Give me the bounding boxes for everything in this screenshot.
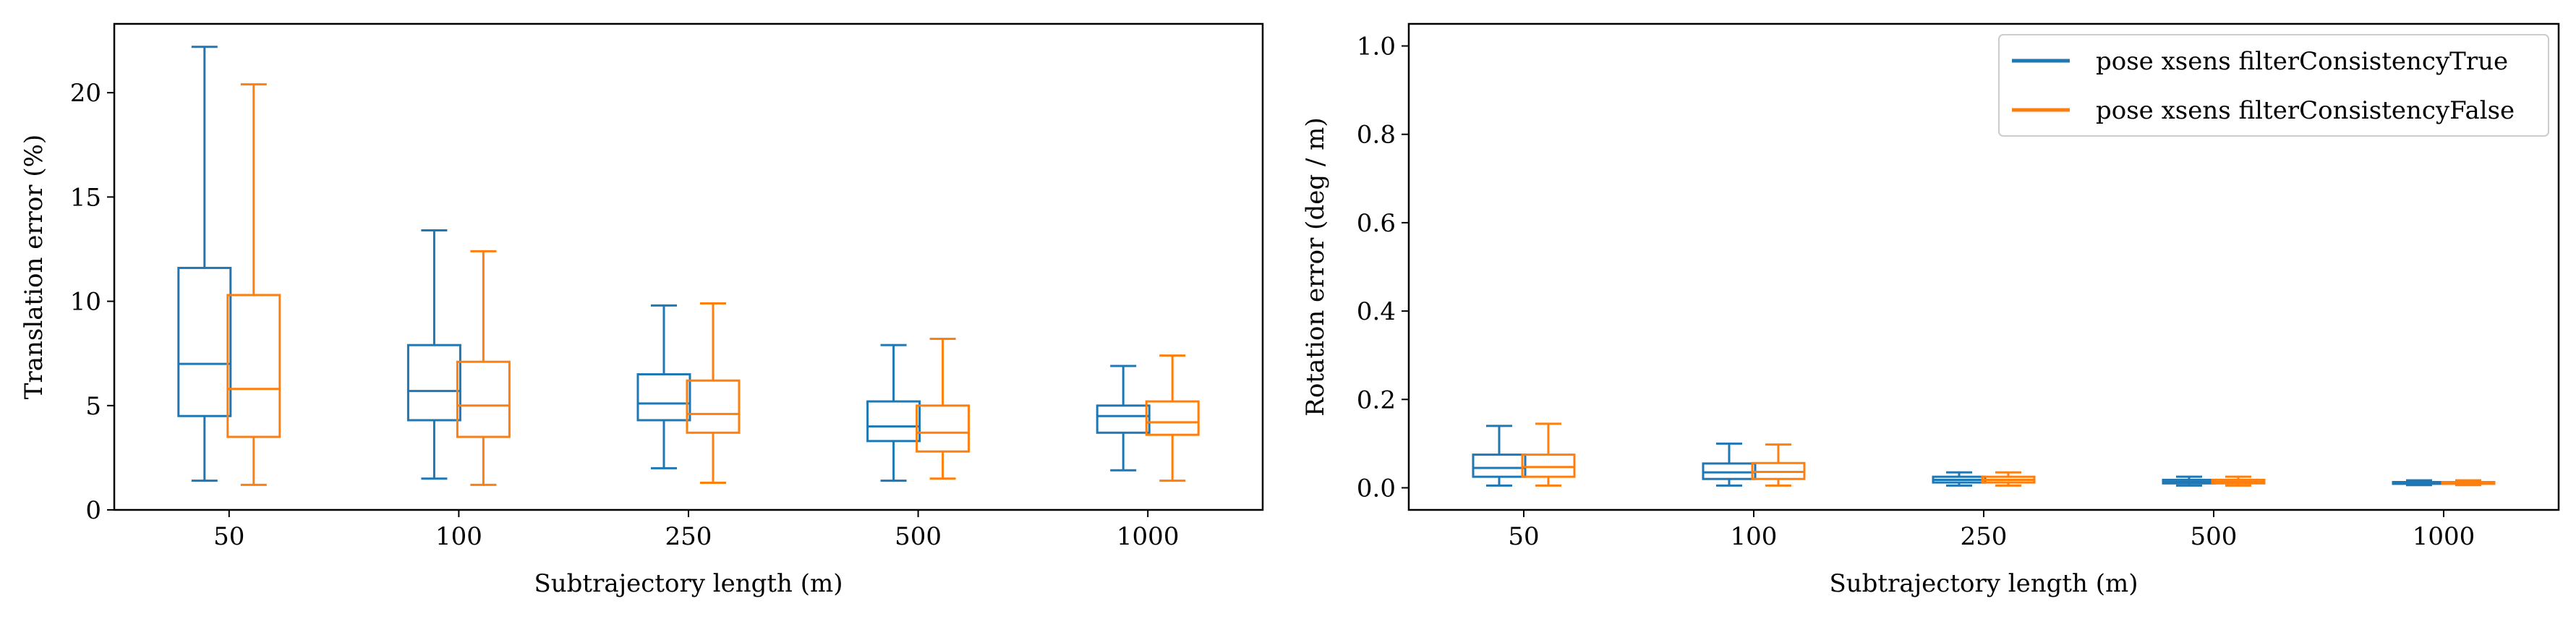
translation-x-axis-label: Subtrajectory length (m) [534, 569, 843, 598]
y-tick-label: 0 [85, 496, 101, 525]
iqr-box [1702, 462, 1757, 480]
iqr-box [456, 360, 511, 438]
iqr-box [866, 400, 921, 443]
box-false-100 [1751, 443, 1806, 487]
y-tick-label: 0.0 [1357, 474, 1396, 503]
y-tick-label: 0.6 [1357, 209, 1396, 238]
iqr-box [177, 266, 232, 417]
x-tick-label: 100 [435, 522, 482, 551]
box-false-50 [1521, 422, 1576, 487]
rotation-x-axis-label: Subtrajectory length (m) [1829, 569, 2138, 598]
rotation-box-marks [1472, 422, 2496, 487]
translation-y-ticks: 0 5 10 15 20 [70, 79, 114, 525]
box-true-250 [1932, 471, 1987, 487]
y-tick-label: 10 [70, 288, 101, 317]
box-true-1000 [1096, 365, 1151, 472]
y-tick-label: 5 [85, 392, 101, 421]
rotation-y-axis-label: Rotation error (deg / m) [1301, 117, 1330, 416]
rotation-y-ticks: 0.0 0.2 0.4 0.6 0.8 1.0 [1357, 33, 1409, 503]
translation-error-panel: 50 100 250 500 1000 0 5 10 15 20 Subtrajectory l… [20, 22, 1264, 598]
iqr-box [686, 379, 741, 434]
translation-y-axis-label: Translation error (%) [20, 135, 48, 399]
box-true-500 [866, 344, 921, 482]
x-tick-label: 1000 [2413, 522, 2475, 551]
iqr-box [406, 344, 461, 422]
box-true-250 [636, 304, 691, 469]
legend-label-true: pose xsens filterConsistencyTrue [2096, 47, 2508, 76]
iqr-box [1145, 400, 1200, 436]
box-true-50 [177, 46, 232, 482]
legend-frame [1998, 34, 2549, 137]
box-false-500 [916, 338, 971, 480]
y-tick-label: 15 [70, 183, 101, 212]
box-false-1000 [2441, 479, 2496, 487]
y-tick-label: 1.0 [1357, 33, 1396, 61]
y-tick-label: 0.4 [1357, 297, 1396, 326]
box-true-50 [1472, 425, 1527, 487]
box-true-100 [1702, 442, 1757, 487]
x-tick-label: 100 [1731, 522, 1778, 551]
translation-box-marks [177, 46, 1200, 486]
rotation-error-panel: 50 100 250 500 1000 0.0 0.2 0.4 0.6 0.8 1.0 Subtr… [1301, 22, 2560, 598]
legend-label-false: pose xsens filterConsistencyFalse [2096, 96, 2515, 125]
legend: pose xsens filterConsistencyTrue pose xs… [1998, 34, 2549, 137]
y-tick-label: 0.2 [1357, 385, 1396, 414]
box-true-1000 [2392, 479, 2447, 487]
iqr-box [1472, 453, 1527, 478]
y-tick-label: 0.8 [1357, 121, 1396, 150]
y-tick-label: 20 [70, 79, 101, 108]
x-tick-label: 500 [2191, 522, 2238, 551]
iqr-box [636, 373, 691, 422]
box-true-100 [406, 229, 461, 480]
x-tick-label: 50 [1508, 522, 1539, 551]
box-false-50 [226, 83, 281, 486]
rotation-x-ticks: 50 100 250 500 1000 [1508, 510, 2475, 551]
x-tick-label: 1000 [1117, 522, 1180, 551]
translation-axes-frame [113, 22, 1264, 511]
translation-x-ticks: 50 100 250 500 1000 [213, 510, 1179, 551]
box-false-1000 [1145, 354, 1200, 482]
iqr-box [226, 294, 281, 438]
iqr-box [1096, 404, 1151, 434]
x-tick-label: 50 [213, 522, 244, 551]
box-false-500 [2211, 475, 2266, 487]
x-tick-label: 500 [895, 522, 942, 551]
iqr-box [1521, 453, 1576, 478]
box-true-500 [2162, 475, 2217, 487]
box-false-250 [1981, 471, 2036, 487]
box-false-100 [456, 250, 511, 486]
box-false-250 [686, 302, 741, 485]
iqr-box [916, 404, 971, 453]
x-tick-label: 250 [665, 522, 712, 551]
x-tick-label: 250 [1961, 522, 2008, 551]
